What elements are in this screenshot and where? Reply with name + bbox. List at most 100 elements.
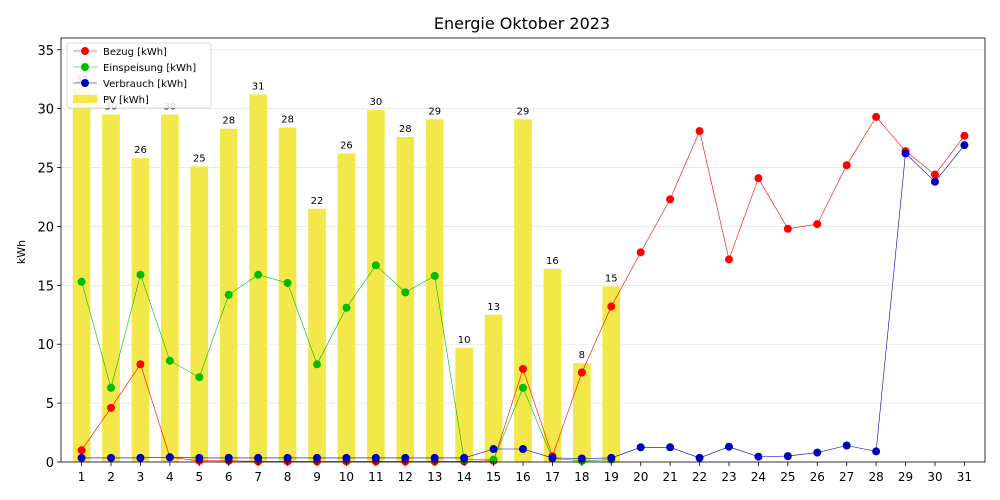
legend-marker [81,47,89,55]
data-point [283,278,292,287]
x-axis-ticks: 1 2 3 4 5 6 7 8 9 10 11 12 13 14 15 16 17 18 19 20 21 22 23 24 2… [78,462,972,484]
bar-value-label: 8 [579,350,585,361]
data-point [224,453,233,462]
pv-bars [72,87,621,463]
data-point [666,195,675,204]
x-tick-label: 3 [137,470,145,484]
legend-marker [81,63,89,71]
data-point [77,453,86,462]
pv-bar [131,158,150,462]
data-point [842,441,851,450]
x-tick-label: 28 [868,470,883,484]
pv-bar [543,268,562,462]
pv-bar [514,119,532,463]
pv-bar [102,114,120,463]
data-point [371,453,380,462]
data-point [107,383,116,392]
data-point [430,271,439,280]
pv-bar [190,166,209,462]
pv-bar [308,208,326,462]
bar-value-label: 22 [311,196,324,207]
data-point [548,453,557,462]
data-point [519,364,527,373]
x-tick-label: 13 [427,470,442,484]
data-point [607,302,616,311]
y-tick-label: 15 [37,279,54,294]
data-point [519,383,527,392]
bar-value-label: 28 [399,124,412,135]
bar-value-label: 26 [340,140,353,151]
data-point [401,453,410,462]
data-point [165,356,174,365]
x-tick-label: 15 [486,470,501,484]
data-point [136,453,145,462]
x-tick-label: 11 [368,470,383,484]
y-axis-label: kWh [15,240,28,264]
data-point [254,453,263,462]
pv-bar [278,127,297,462]
pv-bar [367,109,385,462]
legend-label: Verbrauch [kWh] [103,79,187,90]
y-tick-label: 30 [37,103,54,118]
data-point [430,453,439,462]
x-tick-label: 17 [545,470,560,484]
legend-label: Einspeisung [kWh] [103,63,196,74]
pv-bar [602,286,621,462]
x-tick-label: 18 [574,470,589,484]
bar-value-label: 26 [134,145,147,156]
pv-bar [396,136,415,462]
data-point [607,453,616,462]
data-point [107,403,116,412]
data-point [77,277,86,286]
data-point [195,373,204,382]
pv-bar [484,314,503,462]
data-point [371,261,380,270]
bar-value-label: 29 [428,106,441,117]
data-point [460,453,469,462]
x-tick-label: 5 [195,470,203,484]
y-tick-label: 10 [37,338,54,353]
data-point [636,443,645,452]
x-tick-label: 2 [107,470,115,484]
data-point [136,270,145,279]
x-tick-label: 8 [284,470,292,484]
y-tick-label: 0 [46,456,54,471]
data-point [577,454,586,463]
data-point [754,174,763,183]
data-point [960,131,969,140]
pv-bar [573,363,591,462]
pv-bar [72,87,91,462]
data-point [342,453,351,462]
x-tick-label: 27 [839,470,854,484]
x-tick-label: 1 [78,470,86,484]
y-tick-label: 35 [37,44,54,59]
legend-marker [81,79,89,87]
pv-bar [455,347,473,462]
x-tick-label: 12 [398,470,413,484]
x-tick-label: 25 [780,470,795,484]
x-tick-label: 31 [957,470,972,484]
data-point [224,290,233,299]
data-point [783,224,792,233]
bar-value-label: 28 [281,115,294,126]
y-tick-label: 5 [46,397,54,412]
x-tick-label: 26 [810,470,825,484]
data-point [283,453,292,462]
y-tick-label: 20 [37,220,54,235]
x-tick-label: 4 [166,470,174,484]
x-tick-label: 23 [721,470,736,484]
data-point [960,141,969,150]
bar-value-label: 31 [252,82,265,93]
data-point [724,255,733,264]
bar-value-label: 28 [222,116,235,127]
data-point [783,452,792,461]
data-point [107,453,116,462]
data-point [930,177,939,186]
x-tick-label: 7 [254,470,262,484]
y-axis-ticks: 0 5 10 15 20 25 30 35 [37,44,61,471]
x-tick-label: 14 [457,470,472,484]
data-point [842,161,851,170]
data-point [313,453,322,462]
data-point [695,453,704,462]
x-tick-label: 30 [927,470,942,484]
